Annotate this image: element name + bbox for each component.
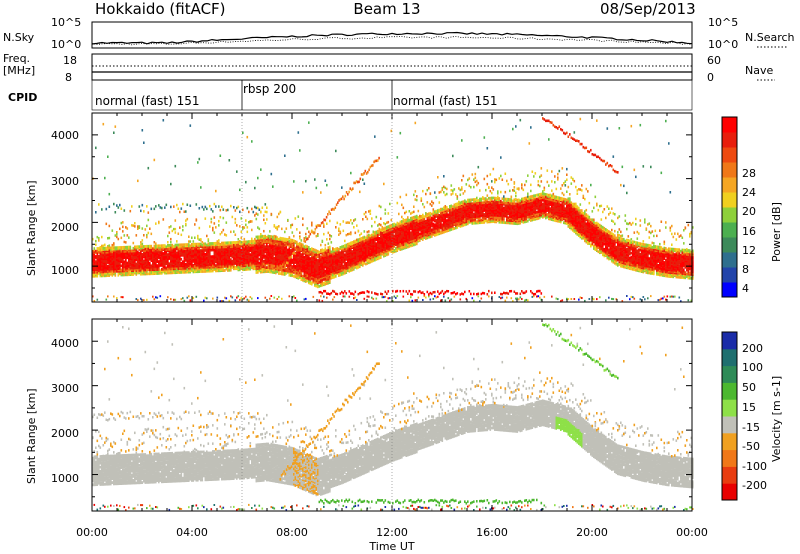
freq-panel-frame (91, 53, 693, 81)
velocity-colorbar-swatch (722, 432, 737, 451)
velocity-colorbar-swatch (722, 416, 737, 434)
beam-title: Beam 13 (353, 0, 421, 18)
power-colorbar-tick: 24 (742, 186, 756, 199)
power-colorbar-swatch (722, 237, 737, 253)
y-tick-label: 1000 (51, 264, 79, 277)
velocity-colorbar-tick: 15 (742, 401, 756, 414)
freq-label: Freq. (3, 52, 31, 65)
power-colorbar-swatch (722, 177, 737, 193)
nsky-trace (91, 31, 693, 45)
noise-panel-frame (91, 21, 693, 49)
power-colorbar-swatch (722, 162, 737, 178)
cpid-segment-label: normal (fast) 151 (393, 94, 498, 108)
velocity-colorbar-tick: -200 (742, 479, 767, 492)
y-tick-label: 3000 (51, 382, 79, 395)
x-tick-label: 04:00 (176, 526, 208, 539)
velocity-colorbar-tick: 200 (742, 342, 763, 355)
freq-tick-low: 8 (65, 71, 72, 84)
power-colorbar-swatch (722, 192, 737, 208)
y-tick-label: 1000 (51, 472, 79, 485)
power-y-axis-label: Slant Range [km] (25, 180, 38, 276)
nave-label: Nave (745, 64, 774, 77)
noise-tick-high-left: 10^5 (51, 16, 82, 29)
power-colorbar-tick: 28 (742, 167, 756, 180)
velocity-colorbar-swatch (722, 483, 737, 501)
x-tick-label: 08:00 (276, 526, 308, 539)
noise-tick-low-left: 10^0 (51, 38, 82, 51)
velocity-colorbar-swatch (722, 332, 737, 350)
power-colorbar-swatch (722, 117, 737, 133)
freq-unit: [MHz] (3, 64, 36, 77)
noise-tick-low-right: 10^0 (708, 38, 739, 51)
freq-tick-high: 18 (63, 54, 77, 67)
power-colorbar-swatch (722, 207, 737, 223)
nsearch-trace (91, 36, 693, 46)
noise-tick-high-right: 10^5 (708, 16, 739, 29)
power-colorbar-frame (721, 116, 738, 298)
velocity-colorbar-swatch (722, 399, 737, 417)
velocity-colorbar-tick: 50 (742, 381, 756, 394)
velocity-colorbar-tick: -15 (742, 421, 760, 434)
nave-tick-low: 0 (707, 71, 714, 84)
power-colorbar-swatch (722, 267, 737, 283)
velocity-colorbar-swatch (722, 348, 737, 367)
power-colorbar-tick: 4 (742, 282, 749, 295)
velocity-colorbar-label: Velocity [m s-1] (770, 375, 783, 462)
nsky-label: N.Sky (3, 31, 35, 44)
velocity-heatmap-echoes (92, 323, 694, 512)
velocity-colorbar-tick: -50 (742, 440, 760, 453)
station-title: Hokkaido (fitACF) (95, 0, 226, 18)
x-tick-label: 00:00 (676, 526, 708, 539)
power-colorbar-tick: 12 (742, 244, 756, 257)
cpid-segment-label: normal (fast) 151 (95, 94, 200, 108)
x-tick-label: 12:00 (376, 526, 408, 539)
velocity-colorbar-tick: 100 (742, 361, 763, 374)
power-heatmap-echoes (92, 117, 694, 303)
power-colorbar-swatch (722, 222, 737, 238)
power-colorbar-tick: 8 (742, 263, 749, 276)
x-axis-label: Time UT (369, 540, 415, 553)
y-tick-label: 4000 (51, 129, 79, 142)
power-colorbar-label: Power [dB] (770, 202, 783, 262)
power-colorbar-tick: 20 (742, 205, 756, 218)
y-tick-label: 2000 (51, 427, 79, 440)
y-tick-label: 3000 (51, 175, 79, 188)
x-tick-label: 00:00 (76, 526, 108, 539)
y-tick-label: 4000 (51, 337, 79, 350)
power-colorbar-swatch (722, 282, 737, 298)
nsearch-label: N.Search (745, 31, 795, 44)
velocity-y-axis-label: Slant Range [km] (25, 388, 38, 484)
velocity-colorbar-tick: -100 (742, 460, 767, 473)
date-title: 08/Sep/2013 (600, 0, 696, 18)
velocity-colorbar-swatch (722, 365, 737, 383)
velocity-colorbar-swatch (722, 382, 737, 400)
power-colorbar-swatch (722, 147, 737, 163)
x-tick-label: 20:00 (576, 526, 608, 539)
power-colorbar-tick: 16 (742, 225, 756, 238)
power-colorbar-swatch (722, 132, 737, 148)
velocity-colorbar-swatch (722, 466, 737, 484)
velocity-colorbar-swatch (722, 449, 737, 467)
velocity-colorbar-frame (721, 331, 738, 501)
y-tick-label: 2000 (51, 221, 79, 234)
power-colorbar-swatch (722, 252, 737, 268)
cpid-segment-label: rbsp 200 (243, 82, 297, 96)
x-tick-label: 16:00 (476, 526, 508, 539)
nave-tick-high: 60 (707, 54, 721, 67)
cpid-label: CPID (8, 91, 38, 104)
